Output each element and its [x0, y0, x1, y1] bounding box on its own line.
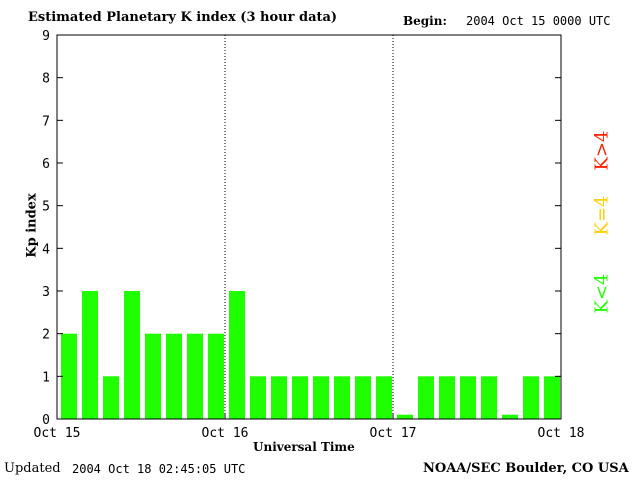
kp-bar [271, 376, 287, 419]
kp-bar [481, 376, 497, 419]
kp-bar [523, 376, 539, 419]
y-tick-label: 2 [42, 328, 50, 343]
y-tick-label: 4 [42, 242, 50, 257]
legend-k-equal-4: K=4 [591, 195, 613, 236]
kp-bar [166, 333, 182, 419]
y-tick-label: 1 [42, 370, 50, 385]
kp-bar [502, 414, 518, 419]
kp-bar [355, 376, 371, 419]
kp-bar [124, 291, 140, 419]
kp-bar [439, 376, 455, 419]
kp-bar [544, 376, 560, 419]
x-tick-label: Oct 15 [34, 426, 81, 441]
kp-bar [313, 376, 329, 419]
kp-bar [418, 376, 434, 419]
chart-title: Estimated Planetary K index (3 hour data… [28, 10, 338, 25]
x-tick-label: Oct 17 [370, 426, 417, 441]
y-tick-label: 6 [42, 157, 50, 172]
updated-label: Updated [4, 461, 61, 476]
kp-bar [103, 376, 119, 419]
kp-bar [145, 333, 161, 419]
kp-bar [82, 291, 98, 419]
kp-bar [376, 376, 392, 419]
x-axis-label: Universal Time [253, 440, 355, 454]
kp-bar [460, 376, 476, 419]
begin-label: Begin: [403, 14, 447, 28]
kp-bar [229, 291, 245, 419]
kp-bar [250, 376, 266, 419]
plot-frame [56, 34, 562, 420]
kp-bar [334, 376, 350, 419]
begin-value: 2004 Oct 15 0000 UTC [466, 14, 611, 28]
y-tick-label: 3 [42, 285, 50, 300]
kp-bar [61, 333, 77, 419]
y-tick-label: 0 [42, 413, 50, 428]
credit-text: NOAA/SEC Boulder, CO USA [423, 461, 629, 476]
y-tick-label: 9 [42, 29, 50, 44]
legend-k-less-4: K<4 [591, 273, 613, 314]
kp-bar [187, 333, 203, 419]
kp-bar [397, 414, 413, 419]
y-axis-label: Kp index [24, 193, 40, 258]
x-tick-label: Oct 16 [202, 426, 249, 441]
kp-bar [208, 333, 224, 419]
y-tick-label: 7 [42, 114, 50, 129]
kp-bar [292, 376, 308, 419]
x-tick-label: Oct 18 [538, 426, 585, 441]
updated-value: 2004 Oct 18 02:45:05 UTC [72, 462, 246, 476]
y-tick-label: 8 [42, 72, 50, 87]
y-tick-label: 5 [42, 200, 50, 215]
